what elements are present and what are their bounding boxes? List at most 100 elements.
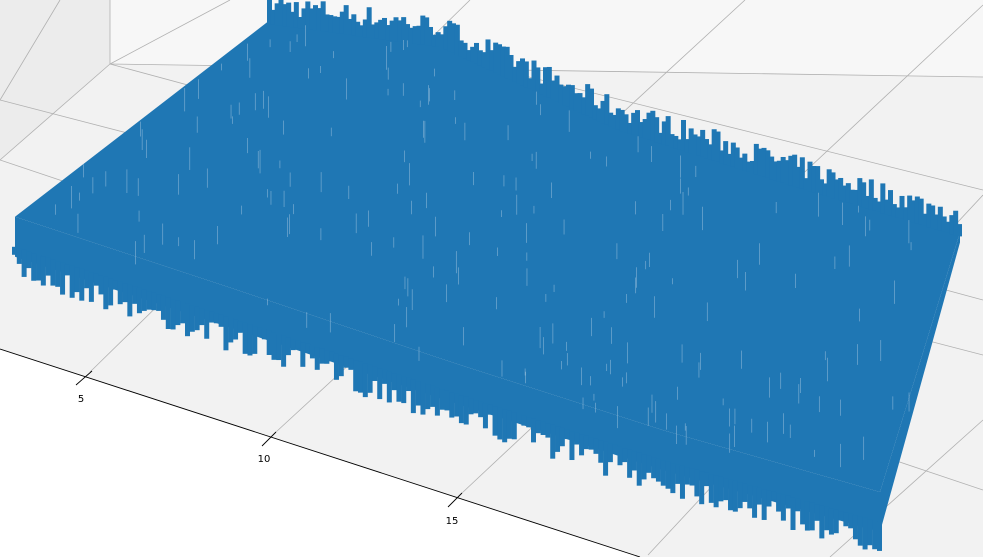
surface-strip <box>300 342 306 367</box>
surface-strip <box>377 368 383 400</box>
surface-strip <box>814 504 820 521</box>
x-tick-label: 10 <box>258 454 271 465</box>
surface-strip <box>646 112 652 140</box>
surface-strip <box>641 454 647 480</box>
surface-strip <box>141 289 147 311</box>
surface-strip <box>451 23 456 53</box>
surface-strip <box>795 498 801 512</box>
surface-strip <box>425 384 431 410</box>
surface-strip <box>36 254 42 281</box>
surface-strip <box>416 25 422 45</box>
surface-strip <box>899 195 905 219</box>
surface-strip <box>922 213 928 226</box>
surface-strip <box>458 395 464 424</box>
surface-strip <box>439 34 445 48</box>
surface-strip <box>627 449 633 478</box>
surface-strip <box>585 84 591 116</box>
surface-strip <box>673 135 679 149</box>
surface-strip <box>271 332 277 360</box>
surface-strip <box>506 410 512 439</box>
surface-strip <box>669 134 675 148</box>
surface-strip <box>420 382 426 415</box>
surface-strip <box>266 330 272 355</box>
surface-strip <box>468 398 474 415</box>
surface-strip <box>454 24 460 55</box>
surface-strip <box>185 303 190 337</box>
surface-strip <box>833 509 839 534</box>
surface-strip <box>708 474 714 503</box>
x-tick-mark <box>75 370 93 386</box>
surface-strip <box>907 195 913 222</box>
surface-strip <box>949 215 955 235</box>
surface-strip <box>412 26 418 44</box>
surface-strip <box>405 24 410 43</box>
surface-strip <box>862 517 868 550</box>
surface-strip <box>511 412 517 440</box>
surface-strip <box>276 334 282 361</box>
surface-strip <box>204 310 210 339</box>
surface-strip <box>466 50 472 61</box>
surface-strip <box>811 165 817 193</box>
surface-strip <box>843 512 849 527</box>
surface-strip <box>458 40 464 57</box>
surface-strip <box>623 114 629 133</box>
surface-strip <box>26 251 32 269</box>
surface-strip <box>761 147 767 177</box>
surface-strip <box>830 172 836 199</box>
surface-strip <box>888 190 893 216</box>
surface-strip <box>516 61 522 84</box>
surface-strip <box>385 25 391 41</box>
surface-strip <box>891 204 897 217</box>
surface-strip <box>481 52 487 68</box>
surface-strip <box>914 196 920 224</box>
surface-strip <box>531 60 537 91</box>
surface-strip <box>592 105 598 120</box>
surface-strip <box>502 409 508 443</box>
x-axis <box>0 348 641 557</box>
surface-strip <box>688 128 694 154</box>
surface-strip <box>521 415 527 426</box>
surface-strip <box>776 160 782 182</box>
surface-strip <box>737 482 743 509</box>
surface-strip <box>807 161 813 192</box>
surface-strip <box>359 25 364 37</box>
surface-front-face <box>15 216 880 533</box>
surface-strip <box>88 272 94 302</box>
surface-strip <box>146 291 152 310</box>
surface-strip <box>329 351 335 362</box>
surface-strip <box>160 295 166 320</box>
surface-strip <box>771 491 777 500</box>
surface-strip <box>31 253 37 281</box>
surface-strip <box>539 83 545 95</box>
surface-strip <box>581 97 587 115</box>
surface-strip <box>853 189 859 206</box>
surface-strip <box>598 440 604 463</box>
surface-strip <box>151 292 157 311</box>
surface-strip <box>622 448 628 463</box>
surface-strip <box>278 0 284 26</box>
surface-strip <box>824 506 830 531</box>
surface-strip <box>434 387 440 416</box>
surface-strip <box>734 147 740 169</box>
grid-line <box>109 0 231 65</box>
surface-strip <box>473 400 479 414</box>
surface-strip <box>636 452 642 486</box>
surface-strip <box>804 501 810 531</box>
surface-strip <box>574 432 580 445</box>
surface-strip <box>281 335 287 367</box>
surface-strip <box>865 195 870 209</box>
surface-strip <box>757 148 763 176</box>
surface-strip <box>424 17 430 46</box>
surface-strip <box>861 182 867 208</box>
surface-strip <box>918 198 924 225</box>
surface-strip <box>165 297 171 329</box>
x-axis-line <box>0 348 641 557</box>
surface-strip <box>339 11 345 34</box>
surface-strip <box>79 268 85 301</box>
surface-strip <box>769 156 775 180</box>
surface-strip <box>608 112 614 127</box>
surface-strip <box>872 520 878 550</box>
surface-strip <box>681 119 686 151</box>
surface-strip <box>784 160 790 185</box>
surface-strip <box>474 42 479 64</box>
